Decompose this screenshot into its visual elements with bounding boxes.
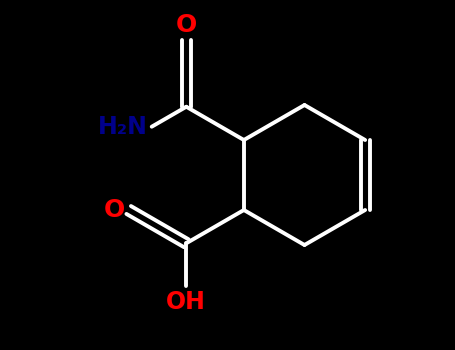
Text: O: O — [176, 13, 197, 37]
Text: H₂N: H₂N — [98, 115, 148, 139]
Text: OH: OH — [167, 290, 206, 314]
Text: O: O — [104, 198, 125, 222]
